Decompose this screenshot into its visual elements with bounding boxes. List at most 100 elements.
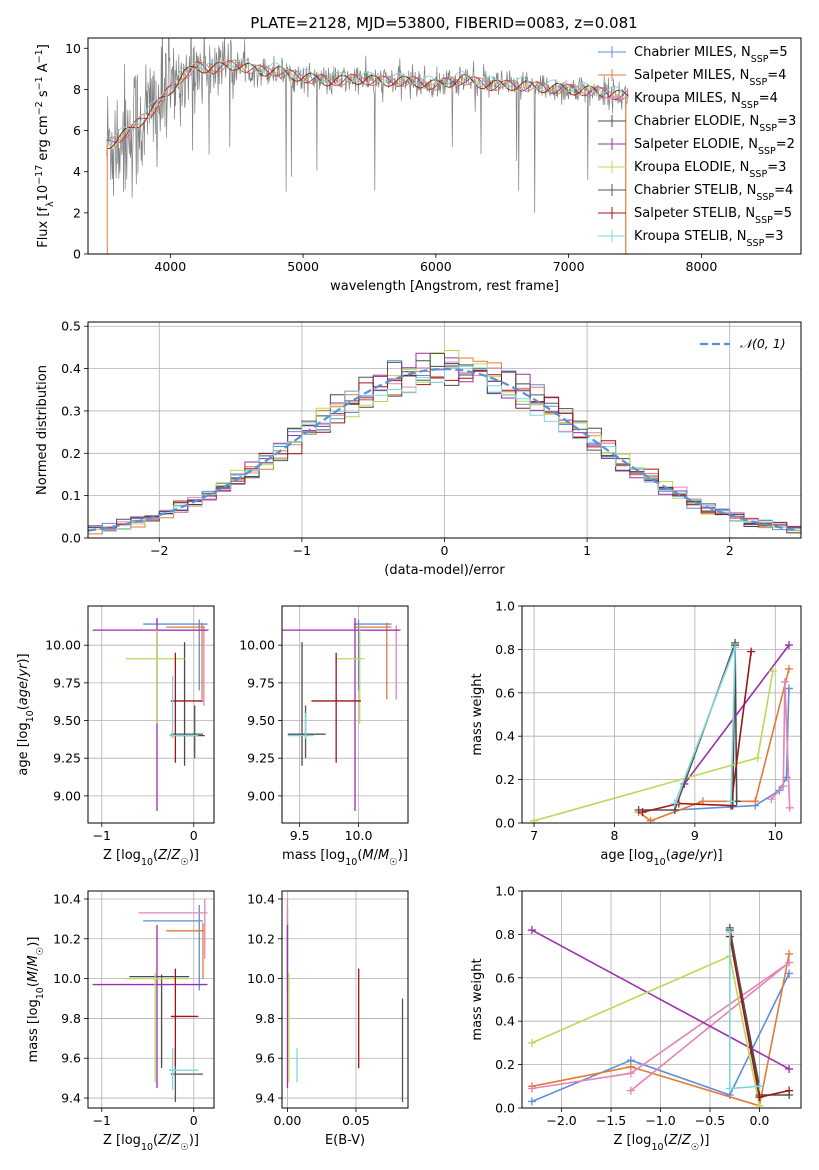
label-part: yr	[698, 848, 714, 863]
label-part: )]	[712, 848, 722, 863]
mass-weight-marker	[725, 928, 734, 937]
plot-area	[92, 618, 209, 811]
y-tick-label: 0.0	[495, 1101, 515, 1116]
mass-weight-marker	[779, 782, 788, 791]
x-axis-label: wavelength [Angstrom, rest frame]	[330, 279, 559, 294]
label-part: Z	[681, 1133, 692, 1148]
y-axis-label: mass weight	[470, 673, 485, 755]
y-tick-label: 8	[73, 82, 81, 97]
y-tick-label: 6	[73, 123, 81, 138]
label-part: age	[671, 848, 695, 863]
label-part: SSP	[751, 54, 769, 65]
mass-weight-marker	[670, 799, 679, 808]
x-tick-label: −1.5	[596, 1113, 626, 1128]
x-tick-label: 2	[726, 543, 734, 558]
panel-mass-vs-ebv: 0.00 0.05 9.4 9.6 9.8 10.0 10.2 10.4 E(B-V)	[247, 890, 409, 1148]
legend-label: Chabrier ELODIE, NSSP=3	[634, 114, 796, 134]
y-tick-label: 10.2	[247, 931, 275, 946]
label-part: =5	[773, 206, 792, 221]
x-tick-label: 10	[767, 828, 783, 843]
x-tick-label: 0.0	[750, 1113, 770, 1128]
y-tick-label: 9.6	[255, 1051, 275, 1066]
panel-mass-weight-vs-Z: −2.0 −1.5 −1.0 −0.5 0.0 0.0 0.2 0.4 0.6 0.8 1.0 Z […	[470, 884, 802, 1153]
y-tick-label: 1.0	[495, 599, 515, 614]
mass-weight-marker	[725, 1084, 734, 1093]
label-part: Z	[170, 1133, 181, 1148]
mass-weight-marker	[646, 816, 655, 823]
y-tick-label: 9.75	[247, 675, 275, 690]
label-part: =3	[767, 160, 786, 175]
normal-curve	[88, 367, 799, 532]
label-part: /	[678, 1133, 683, 1148]
mass-weight-line	[531, 953, 790, 1107]
mass-weight-line	[531, 929, 790, 1070]
label-part: =4	[759, 91, 778, 106]
label-part: mass [log	[282, 848, 345, 863]
mass-weight-marker	[755, 1101, 764, 1108]
legend-label: Salpeter STELIB, NSSP=5	[634, 206, 792, 226]
plot-area	[282, 618, 401, 811]
legend-label: Kroupa STELIB, NSSP=3	[634, 229, 784, 249]
label-part: age	[16, 681, 31, 705]
mass-weight-line	[770, 681, 791, 808]
y-tick-label: 9.00	[53, 788, 81, 803]
label-part: s	[36, 90, 51, 101]
legend-label: Kroupa MILES, NSSP=4	[634, 91, 778, 111]
x-tick-label: 8000	[686, 259, 718, 274]
label-part: /	[374, 848, 379, 863]
label-part: ☉	[389, 857, 398, 868]
label-part: 10	[35, 987, 46, 999]
y-tick-label: 4	[73, 164, 81, 179]
plot-area	[88, 350, 801, 535]
y-axis-label: age [log10(age/yr)]	[16, 653, 36, 775]
x-tick-label: 9	[691, 828, 699, 843]
legend-label: Chabrier STELIB, NSSP=4	[634, 183, 793, 203]
mass-weight-marker	[785, 958, 794, 967]
data-spectrum-line	[106, 38, 629, 213]
x-tick-label: 6000	[420, 259, 452, 274]
label-part: Z	[170, 848, 181, 863]
plot-area	[92, 898, 208, 1103]
y-tick-label: 0.0	[495, 816, 515, 831]
label-part: M	[26, 971, 41, 982]
label-part: Chabrier MILES, N	[634, 45, 751, 60]
y-tick-label: 0.1	[61, 488, 81, 503]
label-part: (	[153, 1133, 158, 1148]
label-part: =2	[776, 137, 795, 152]
label-part: =3	[764, 229, 783, 244]
x-tick-label: −1.0	[645, 1113, 675, 1128]
plot-area	[527, 923, 794, 1108]
y-tick-label: 10	[65, 41, 81, 56]
mass-weight-marker	[785, 949, 794, 958]
x-tick-label: −2	[150, 543, 168, 558]
axes-frame	[521, 890, 802, 1109]
label-part: ☉	[180, 857, 189, 868]
y-tick-label: 10.4	[247, 891, 275, 906]
legend-label: Chabrier MILES, NSSP=5	[634, 45, 788, 65]
legend-label: Salpeter MILES, NSSP=4	[634, 68, 786, 88]
mass-weight-marker	[626, 1069, 635, 1078]
panel-age-vs-mass: 9.5 10.0 9.00 9.25 9.50 9.75 10.00 mass [log10(…	[239, 605, 409, 868]
y-tick-label: 0.0	[61, 531, 81, 546]
label-part: SSP	[749, 77, 767, 88]
y-tick-label: 0.2	[495, 772, 515, 787]
label-part: −2	[34, 101, 45, 115]
label-part: Z	[157, 1133, 168, 1148]
y-tick-label: 0.4	[495, 729, 515, 744]
x-tick-label: −1	[93, 1113, 111, 1128]
label-part: SSP	[749, 169, 767, 180]
figure-title: PLATE=2128, MJD=53800, FIBERID=0083, z=0…	[250, 14, 637, 32]
label-part: M	[378, 848, 389, 863]
label-part: Kroupa STELIB, N	[634, 229, 747, 244]
mass-weight-marker	[751, 797, 760, 806]
mass-weight-marker	[755, 1082, 764, 1091]
label-part: 10	[651, 1142, 663, 1153]
x-axis-label: age [log10(age/yr)]	[600, 848, 722, 868]
y-tick-label: 10.00	[239, 638, 275, 653]
mass-weight-marker	[784, 664, 793, 673]
label-part: SSP	[741, 100, 759, 111]
x-axis-label: E(B-V)	[325, 1133, 365, 1148]
mass-weight-line	[638, 642, 736, 811]
label-part: (	[357, 848, 362, 863]
label-part: Salpeter STELIB, N	[634, 206, 755, 221]
